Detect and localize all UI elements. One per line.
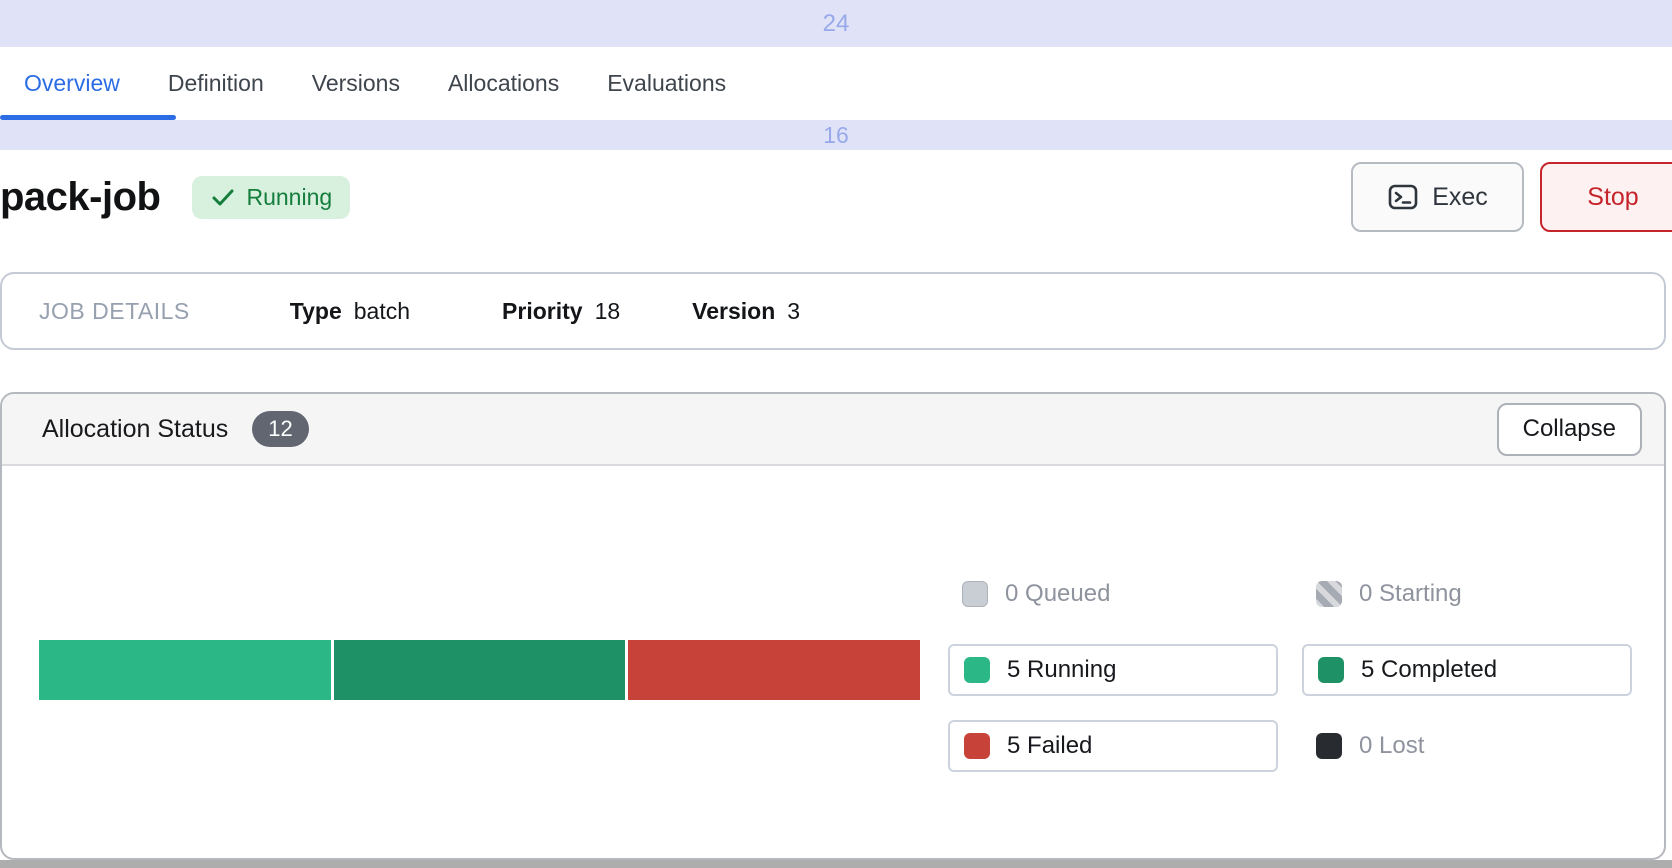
completed-swatch-icon <box>1318 657 1344 683</box>
spacing-annotation-top: 24 <box>0 0 1672 47</box>
job-detail-version-label: Version <box>692 297 776 324</box>
collapse-button-label: Collapse <box>1522 415 1616 442</box>
failed-swatch-icon <box>964 733 990 759</box>
page-title: pack-job <box>0 174 161 219</box>
job-detail-version: Version 3 <box>692 298 800 325</box>
legend-item-starting: 0 Starting <box>1302 580 1632 608</box>
tab-evaluations[interactable]: Evaluations <box>607 70 727 96</box>
job-detail-version-value: 3 <box>787 297 801 324</box>
job-detail-type-label: Type <box>289 297 342 324</box>
allocation-stacked-bar <box>39 640 921 700</box>
legend-label: 5 Failed <box>1007 732 1093 759</box>
exec-button[interactable]: Exec <box>1351 162 1524 232</box>
spacing-value: 24 <box>822 9 850 37</box>
spacing-value: 16 <box>823 121 849 148</box>
job-detail-priority: Priority 18 <box>502 298 620 325</box>
legend-label: 0 Queued <box>1005 580 1111 607</box>
stop-button-label: Stop <box>1587 182 1639 211</box>
check-icon <box>212 189 234 206</box>
running-swatch-icon <box>964 657 990 683</box>
legend-label: 5 Completed <box>1361 656 1498 683</box>
job-detail-priority-label: Priority <box>502 297 583 324</box>
lost-swatch-icon <box>1316 733 1342 759</box>
job-details-bar: JOB DETAILS Type batch Priority 18 Versi… <box>0 272 1666 350</box>
legend-item-running[interactable]: 5 Running <box>948 644 1278 696</box>
active-tab-underline <box>0 115 176 120</box>
allocation-count-badge: 12 <box>252 411 309 447</box>
page-header: pack-job Running Exec Stop <box>0 150 1672 244</box>
job-detail-priority-value: 18 <box>594 297 621 324</box>
starting-swatch-icon <box>1316 581 1342 607</box>
bar-segment-failed[interactable] <box>628 640 921 700</box>
allocation-status-title: Allocation Status <box>42 414 229 443</box>
job-detail-type-value: batch <box>353 297 411 324</box>
job-details-heading: JOB DETAILS <box>39 297 190 324</box>
bar-segment-completed[interactable] <box>333 640 626 700</box>
allocation-status-panel: Allocation Status 12 Collapse 0 Queued 0… <box>0 392 1666 860</box>
legend-item-queued: 0 Queued <box>948 580 1278 608</box>
status-badge: Running <box>192 175 351 219</box>
tab-allocations[interactable]: Allocations <box>447 70 560 96</box>
stop-button[interactable]: Stop <box>1540 162 1672 232</box>
bottom-crop-strip <box>0 860 1672 868</box>
queued-swatch-icon <box>962 581 988 607</box>
tab-bar: Overview Definition Versions Allocations… <box>0 47 1672 120</box>
terminal-icon <box>1388 184 1418 210</box>
legend-item-completed[interactable]: 5 Completed <box>1302 644 1632 696</box>
status-badge-label: Running <box>246 183 333 210</box>
legend-label: 0 Lost <box>1359 732 1425 759</box>
legend-item-lost: 0 Lost <box>1302 732 1632 760</box>
tab-overview[interactable]: Overview <box>24 70 120 96</box>
spacing-annotation-mid: 16 <box>0 120 1672 150</box>
job-detail-type: Type batch <box>290 298 410 325</box>
bar-segment-running[interactable] <box>39 640 331 700</box>
exec-button-label: Exec <box>1432 182 1488 211</box>
allocation-status-body: 0 Queued 0 Starting 5 Running 5 Complete… <box>2 466 1664 858</box>
allocation-status-header: Allocation Status 12 Collapse <box>2 394 1664 466</box>
tab-versions[interactable]: Versions <box>311 70 400 96</box>
legend-label: 5 Running <box>1007 656 1117 683</box>
legend-label: 0 Starting <box>1359 580 1462 607</box>
legend-item-failed[interactable]: 5 Failed <box>948 720 1278 772</box>
collapse-button[interactable]: Collapse <box>1496 402 1642 456</box>
tab-definition[interactable]: Definition <box>167 70 264 96</box>
allocation-legend: 0 Queued 0 Starting 5 Running 5 Complete… <box>948 556 1632 784</box>
